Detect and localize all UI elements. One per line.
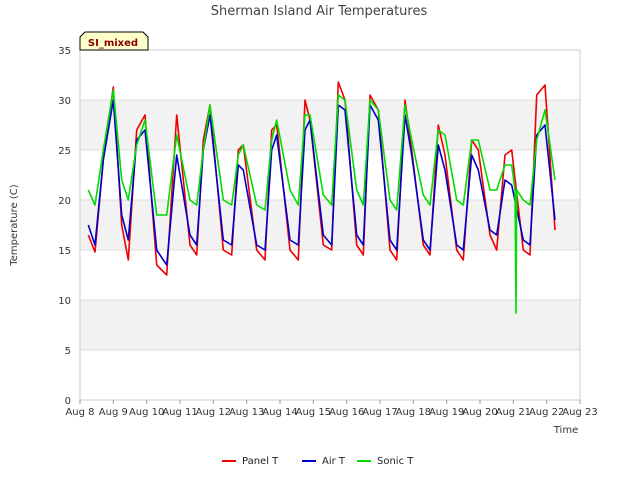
y-tick-label: 5 bbox=[65, 346, 71, 357]
x-tick-label: Aug 23 bbox=[562, 407, 597, 418]
y-tick-label: 0 bbox=[65, 396, 71, 407]
x-tick-label: Aug 15 bbox=[296, 407, 331, 418]
legend-label: Air T bbox=[322, 456, 346, 467]
legend-item: Sonic T bbox=[357, 456, 414, 467]
x-tick-label: Aug 10 bbox=[129, 407, 164, 418]
x-tick-label: Aug 22 bbox=[529, 407, 564, 418]
x-tick-label: Aug 13 bbox=[229, 407, 264, 418]
x-axis-label: Time bbox=[553, 425, 578, 436]
x-tick-label: Aug 12 bbox=[196, 407, 231, 418]
x-tick-label: Aug 20 bbox=[462, 407, 497, 418]
x-tick-label: Aug 14 bbox=[262, 407, 297, 418]
legend-label: Panel T bbox=[242, 456, 279, 467]
x-tick-label: Aug 11 bbox=[162, 407, 197, 418]
y-axis-ticks: 0 5 10 15 20 25 30 35 bbox=[58, 46, 71, 407]
background-bands bbox=[80, 100, 580, 350]
site-badge-label: SI_mixed bbox=[88, 38, 138, 49]
plot-area bbox=[79, 49, 581, 401]
series-line-sonic-t bbox=[87, 89, 556, 314]
band bbox=[80, 100, 580, 150]
series-lines bbox=[87, 81, 556, 314]
band bbox=[80, 300, 580, 350]
legend-item: Panel T bbox=[222, 456, 279, 467]
x-tick-label: Aug 16 bbox=[329, 407, 364, 418]
y-tick-label: 30 bbox=[58, 96, 71, 107]
series-line-air-t bbox=[87, 99, 556, 266]
y-tick-label: 15 bbox=[58, 246, 71, 257]
x-tick-label: Aug 17 bbox=[362, 407, 397, 418]
chart-title: Sherman Island Air Temperatures bbox=[211, 4, 428, 19]
y-tick-label: 20 bbox=[58, 196, 71, 207]
legend: Panel T Air T Sonic T bbox=[222, 456, 414, 467]
y-tick-label: 35 bbox=[58, 46, 71, 57]
x-tick-label: Aug 8 bbox=[65, 407, 94, 418]
x-tick-label: Aug 9 bbox=[99, 407, 128, 418]
x-tick-label: Aug 21 bbox=[496, 407, 531, 418]
x-tick-label: Aug 19 bbox=[429, 407, 464, 418]
y-tick-label: 10 bbox=[58, 296, 71, 307]
x-tick-label: Aug 18 bbox=[396, 407, 431, 418]
legend-item: Air T bbox=[302, 456, 346, 467]
y-axis-label: Temperature (C) bbox=[9, 184, 20, 266]
site-badge: SI_mixed bbox=[79, 31, 149, 51]
y-tick-label: 25 bbox=[58, 146, 71, 157]
legend-label: Sonic T bbox=[377, 456, 414, 467]
